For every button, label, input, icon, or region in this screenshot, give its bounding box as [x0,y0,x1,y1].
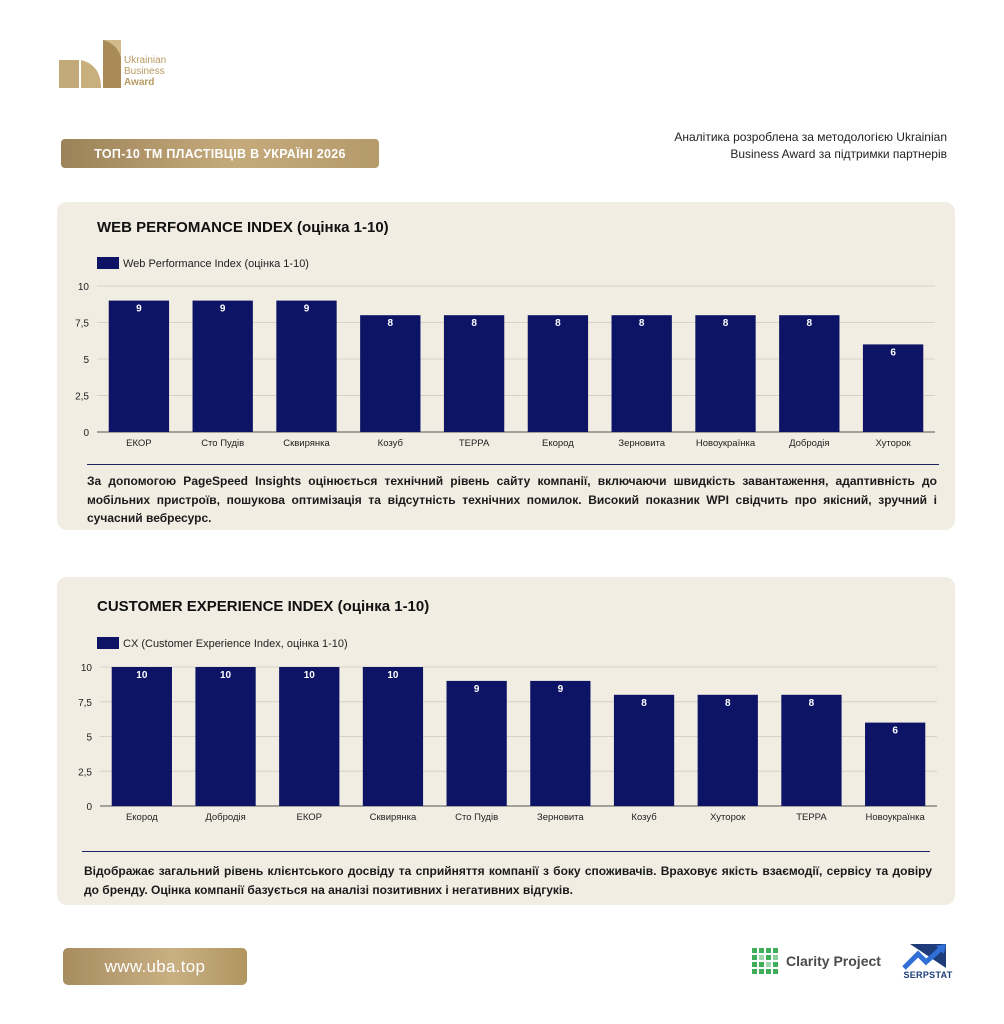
cx-category-label: Козуб [631,812,657,823]
cx-bar-value-label: 8 [809,698,815,709]
cx-bar-value-label: 10 [136,670,148,681]
wpi-bar [527,315,589,432]
wpi-bar-value-label: 8 [639,318,645,329]
wpi-bar-value-label: 9 [136,304,142,315]
wpi-category-label: Новоукраїнка [696,438,756,449]
cx-bar [446,680,507,806]
wpi-bar-value-label: 8 [471,318,477,329]
wpi-bar [443,315,505,432]
wpi-bar-chart: 0 2,5 5 7,5 10 Web Performance Index (оцінка … [75,257,935,449]
logo-line-1: Ukrainian [124,55,167,66]
cx-ytick-label: 5 [86,733,92,744]
cx-category-label: Добродія [205,812,245,823]
cx-category-label: Зерновита [537,812,584,823]
cx-bar [530,680,591,806]
wpi-bar-value-label: 8 [807,318,813,329]
wpi-bar [862,344,924,432]
wpi-bar [108,300,170,432]
logo-text: Ukrainian Business Award [124,55,166,88]
wpi-legend-label: Web Performance Index (оцінка 1-10) [123,258,309,270]
cx-legend-label: CX (Customer Experience Index, оцінка 1-… [123,638,348,650]
clarity-grid-icon [752,948,778,974]
wpi-category-label: Хуторок [876,438,912,449]
wpi-chart-title: WEB PERFOMANCE INDEX (оцінка 1-10) [97,219,389,236]
logo-line-3: Award [124,77,155,88]
cx-ytick-label: 2,5 [78,767,92,778]
wpi-bar [695,315,756,432]
wpi-category-label: ЕКОР [126,438,151,449]
cx-description: Відображає загальний рівень клієнтського… [84,864,932,897]
cx-chart-title: CUSTOMER EXPERIENCE INDEX (оцінка 1-10) [97,598,430,615]
cx-bar [111,667,172,806]
wpi-category-label: Зерновита [618,438,665,449]
wpi-category-label: Добродія [789,438,829,449]
serpstat-logo-icon [902,944,946,970]
cx-category-label: Екород [126,812,158,823]
cx-bar [195,667,256,806]
methodology-note: Аналітика розроблена за методологією Ukr… [674,130,947,161]
wpi-bar [276,300,337,432]
cx-panel: CUSTOMER EXPERIENCE INDEX (оцінка 1-10) … [57,577,955,905]
page-title-badge: ТОП-10 ТМ ПЛАСТІВЦІВ В УКРАЇНІ 2026 [61,139,379,168]
wpi-legend-swatch [97,257,119,269]
wpi-ytick-label: 7,5 [75,319,89,330]
wpi-ytick-label: 0 [83,428,89,439]
cx-bar [865,722,926,806]
cx-bar [781,694,842,806]
ukrainian-business-award-logo [59,40,121,88]
clarity-project-logo: Clarity Project [752,948,881,974]
cx-bar [279,667,340,806]
cx-bar-value-label: 10 [304,670,316,681]
wpi-panel: WEB PERFOMANCE INDEX (оцінка 1-10) 0 2,5 5… [57,202,955,530]
wpi-bar-value-label: 9 [220,304,226,315]
wpi-category-label: ТЕРРА [459,438,490,449]
wpi-ytick-label: 2,5 [75,392,89,403]
cx-bar-value-label: 9 [474,684,480,695]
cx-ytick-label: 7,5 [78,698,92,709]
wpi-category-label: Сто Пудів [201,438,244,449]
wpi-bar [779,315,840,432]
cx-bar [613,694,675,806]
clarity-project-label: Clarity Project [786,953,881,969]
cx-category-label: ТЕРРА [796,812,827,823]
cx-bar-value-label: 8 [641,698,647,709]
cx-ytick-label: 0 [86,802,92,813]
wpi-category-label: Сквирянка [283,438,330,449]
cx-bar-value-label: 10 [220,670,232,681]
cx-category-label: Хуторок [710,812,746,823]
cx-bar-value-label: 10 [387,670,399,681]
wpi-bar-value-label: 8 [723,318,729,329]
cx-ytick-label: 10 [81,663,93,674]
wpi-bar-value-label: 9 [304,304,310,315]
cx-bar-value-label: 8 [725,698,731,709]
cx-bar [362,667,424,806]
wpi-bar [192,300,253,432]
wpi-category-label: Екород [542,438,574,449]
wpi-bar [360,315,421,432]
wpi-ytick-label: 5 [83,355,89,366]
website-link[interactable]: www.uba.top [63,948,247,985]
logo-line-2: Business [124,66,165,77]
wpi-bar [611,315,672,432]
wpi-bar-value-label: 6 [890,347,896,358]
wpi-ytick-label: 10 [78,282,90,293]
cx-bar [697,694,758,806]
cx-category-label: Сто Пудів [455,812,498,823]
cx-bar-chart: 0 2,5 5 7,5 10 CX (Customer Experience Index,… [78,637,937,823]
cx-bar-value-label: 6 [892,726,898,737]
wpi-bar-value-label: 8 [388,318,394,329]
cx-category-label: ЕКОР [297,812,323,823]
cx-bar-value-label: 9 [558,684,564,695]
cx-category-label: Новоукраїнка [866,812,926,823]
wpi-description: За допомогою PageSpeed Insights оцінюєть… [87,474,937,525]
wpi-bar-value-label: 8 [555,318,561,329]
cx-divider [82,851,930,852]
wpi-category-label: Козуб [378,438,404,449]
serpstat-label: SERPSTAT [903,970,953,980]
cx-category-label: Сквирянка [370,812,417,823]
cx-legend-swatch [97,637,119,649]
wpi-divider [87,464,939,465]
